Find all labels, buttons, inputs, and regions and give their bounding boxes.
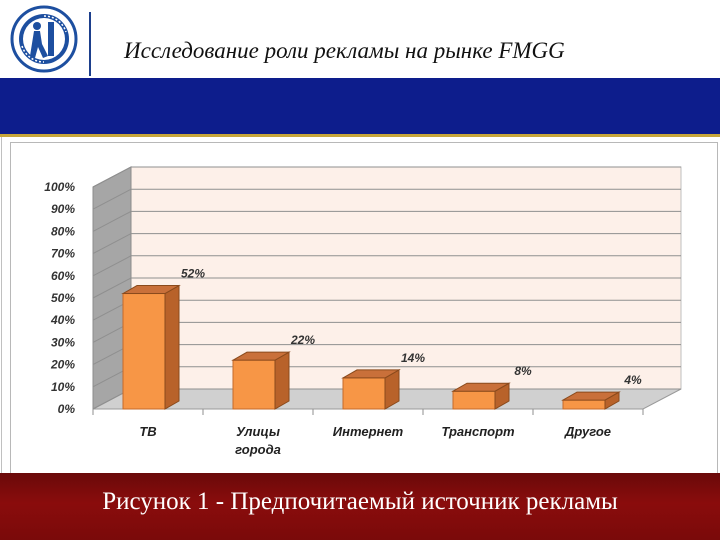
y-tick-label: 50% <box>51 291 75 305</box>
chart-area: 100% 90% 80% 70% 60% 50% 40% 30% 20% 10% 0% 52% ТВ 22… <box>10 142 718 474</box>
gridline <box>92 277 681 299</box>
data-label: 22% <box>290 333 315 347</box>
data-label: 8% <box>514 364 532 378</box>
category-label: города <box>235 442 281 457</box>
header-band <box>0 78 720 134</box>
slide-header: Исследование роли рекламы на рынке FMGG <box>0 0 720 78</box>
bar-top <box>451 382 511 392</box>
header-divider <box>89 12 91 76</box>
university-seal-icon <box>4 4 84 74</box>
caption-band <box>0 473 720 540</box>
bar-side <box>164 284 180 410</box>
gridline <box>92 210 681 232</box>
bar-front <box>452 390 496 410</box>
category-label: Интернет <box>333 424 404 439</box>
y-tick-label: 40% <box>50 313 75 327</box>
gridline <box>92 233 681 255</box>
bar-front <box>122 293 166 410</box>
data-label: 4% <box>623 373 642 387</box>
category-label: Улицы <box>236 424 280 439</box>
gridline <box>92 188 681 210</box>
data-label: 14% <box>401 351 425 365</box>
gridline <box>92 255 681 277</box>
bar-chart: 100% 90% 80% 70% 60% 50% 40% 30% 20% 10% 0% 52% ТВ 22… <box>44 166 682 457</box>
y-tick-label: 90% <box>51 202 75 216</box>
y-tick-label: 100% <box>44 180 75 194</box>
accent-line <box>0 134 720 137</box>
data-label: 52% <box>181 267 205 281</box>
category-label: Другое <box>564 424 611 439</box>
y-tick-label: 70% <box>51 247 75 261</box>
gridline <box>92 166 681 188</box>
y-tick-label: 10% <box>51 380 75 394</box>
y-tick-label: 20% <box>50 358 75 372</box>
category-label: ТВ <box>139 424 156 439</box>
y-tick-label: 80% <box>51 224 75 238</box>
y-tick-label: 30% <box>51 335 75 349</box>
category-label: Транспорт <box>441 424 515 439</box>
bar-front <box>562 399 606 410</box>
page-title: Исследование роли рекламы на рынке FMGG <box>124 38 565 63</box>
bar-front <box>342 377 386 410</box>
bar-top <box>231 351 291 361</box>
bar-top <box>121 285 181 295</box>
bar-top <box>341 369 401 379</box>
bar-side <box>274 351 290 410</box>
y-tick-label: 0% <box>58 402 76 416</box>
bar-front <box>232 359 276 410</box>
chart-frame: 100% 90% 80% 70% 60% 50% 40% 30% 20% 10% 0% 52% ТВ 22… <box>1 137 720 474</box>
figure-caption: Рисунок 1 - Предпочитаемый источник рекл… <box>102 488 618 515</box>
y-tick-label: 60% <box>51 269 75 283</box>
bar-top <box>561 391 621 401</box>
